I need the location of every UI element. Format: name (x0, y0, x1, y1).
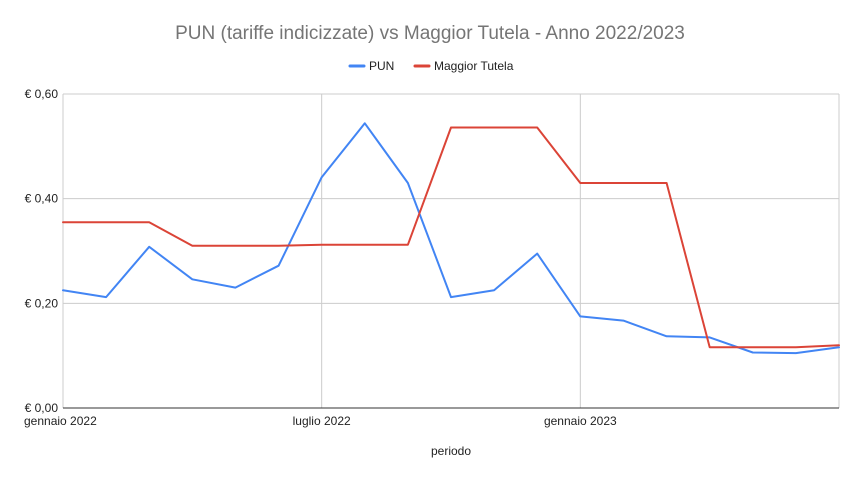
gridlines (62, 93, 840, 408)
x-axis-ticks: gennaio 2022 luglio 2022 gennaio 2023 (24, 414, 617, 428)
legend-label: PUN (369, 59, 394, 73)
chart-title: PUN (tariffe indicizzate) vs Maggior Tut… (175, 23, 685, 44)
legend: PUN Maggior Tutela (348, 59, 514, 73)
y-tick-label: € 0,40 (25, 192, 59, 206)
series-line-pun (62, 122, 840, 355)
x-tick-label: gennaio 2022 (24, 414, 97, 428)
series-lines (62, 122, 840, 355)
x-tick-label: gennaio 2023 (544, 414, 617, 428)
y-tick-label: € 0,00 (25, 401, 59, 415)
series-line-maggior-tutela (62, 126, 840, 349)
y-tick-label: € 0,20 (25, 296, 59, 310)
y-tick-label: € 0,60 (25, 87, 59, 101)
y-axis-ticks: € 0,00 € 0,20 € 0,40 € 0,60 (25, 87, 59, 415)
x-tick-label: luglio 2022 (293, 414, 351, 428)
x-axis-title: periodo (431, 444, 471, 458)
legend-label: Maggior Tutela (434, 59, 514, 73)
